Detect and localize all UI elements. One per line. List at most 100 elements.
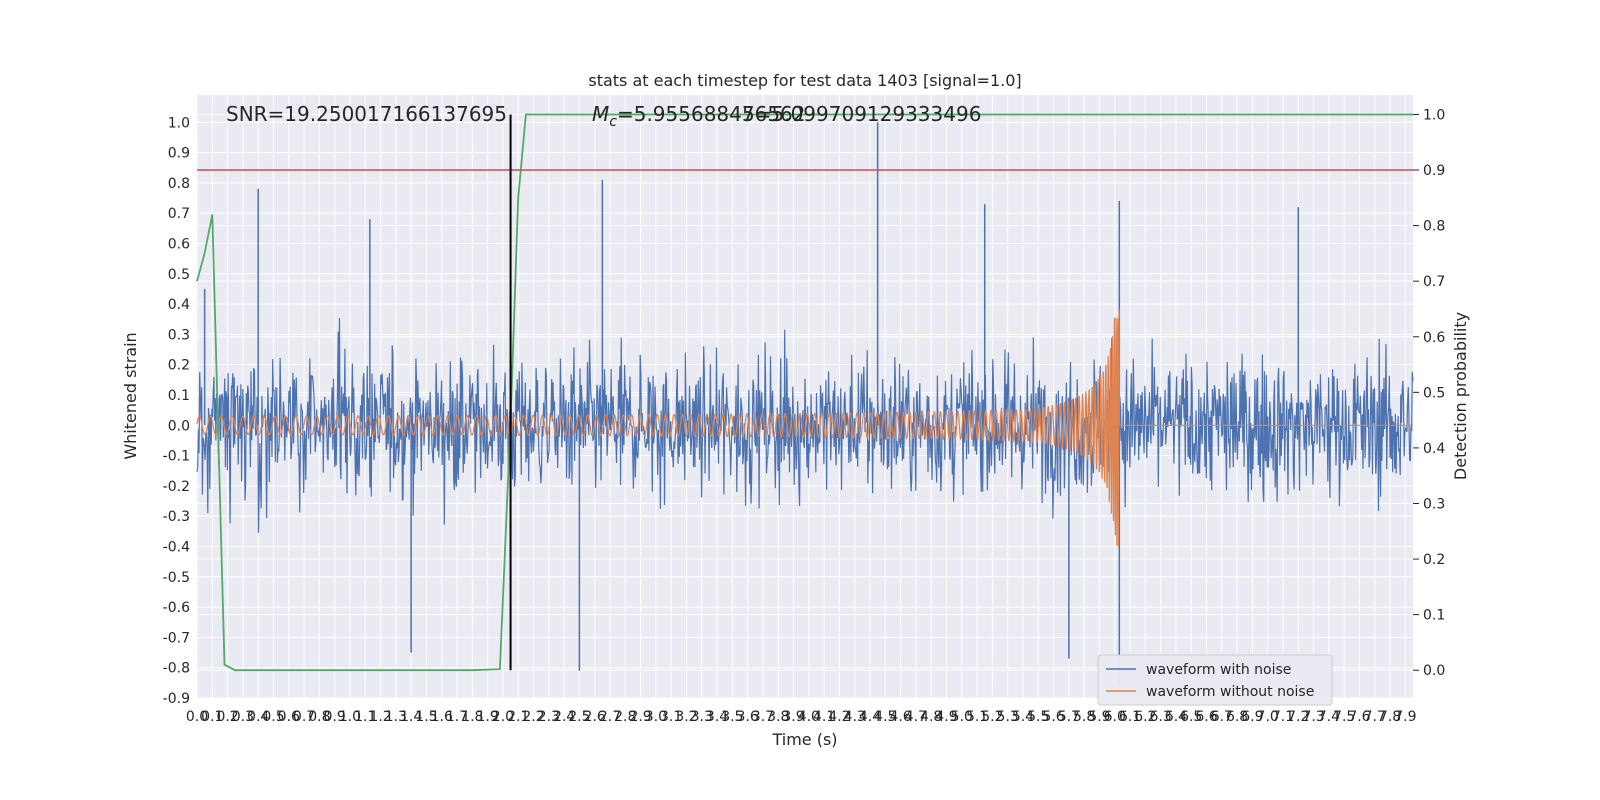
- x-tick-label: 2.0: [492, 709, 514, 725]
- x-tick-label: 1.2: [369, 709, 391, 725]
- y-tick-label: -0.4: [163, 539, 190, 555]
- x-tick-label: 3.0: [645, 709, 667, 725]
- y-tick-label: -0.8: [163, 661, 190, 677]
- x-tick-label: 3.4: [706, 709, 728, 725]
- y-tick-label: 0.8: [168, 176, 190, 192]
- x-tick-label: 1.6: [431, 709, 453, 725]
- y2-tick-label: 1.0: [1423, 107, 1445, 123]
- y-tick-label: 0.3: [168, 327, 190, 343]
- x-tick-label: 0.8: [308, 709, 330, 725]
- x-tick-label: 6.2: [1134, 709, 1156, 725]
- x-tick-label: 0.5: [262, 709, 284, 725]
- x-tick-label: 0.6: [278, 709, 300, 725]
- y-tick-label: -0.6: [163, 600, 190, 616]
- y-tick-label: 0.7: [168, 206, 190, 222]
- x-tick-label: 7.6: [1348, 709, 1370, 725]
- x-tick-label: 1.7: [446, 709, 468, 725]
- x-tick-label: 7.7: [1364, 709, 1386, 725]
- y-tick-label: -0.1: [163, 449, 190, 465]
- x-tick-label: 5.1: [966, 709, 988, 725]
- x-tick-label: 7.0: [1257, 709, 1279, 725]
- x-tick-label: 4.3: [844, 709, 866, 725]
- x-tick-label: 6.9: [1241, 709, 1263, 725]
- y2-axis-label: Detection probability: [1451, 312, 1470, 480]
- x-tick-label: 2.9: [629, 709, 651, 725]
- y-tick-label: 0.1: [168, 388, 190, 404]
- x-tick-label: 0.4: [247, 709, 269, 725]
- y-tick-label: -0.2: [163, 479, 190, 495]
- x-tick-label: 7.3: [1302, 709, 1324, 725]
- x-tick-label: 6.4: [1165, 709, 1187, 725]
- y2-tick-label: 0.7: [1423, 274, 1445, 290]
- y-tick-label: 1.0: [168, 115, 190, 131]
- x-tick-label: 1.8: [461, 709, 483, 725]
- x-tick-label: 4.7: [905, 709, 927, 725]
- x-tick-label: 6.5: [1180, 709, 1202, 725]
- x-tick-label: 2.8: [614, 709, 636, 725]
- x-tick-label: 2.1: [507, 709, 529, 725]
- series-waveform-without-noise: [196, 309, 1413, 547]
- legend: waveform with noise waveform without noi…: [1097, 654, 1333, 706]
- x-tick-label: 1.9: [476, 709, 498, 725]
- x-tick-label: 0.3: [232, 709, 254, 725]
- x-tick-label: 5.6: [1042, 709, 1064, 725]
- x-tick-label: 7.9: [1394, 709, 1416, 725]
- x-tick-label: 1.3: [385, 709, 407, 725]
- x-tick-label: 0.7: [293, 709, 315, 725]
- noise-trace: [196, 317, 1414, 533]
- y-tick-label: -0.9: [163, 691, 190, 707]
- series-waveform-with-noise: [196, 122, 1414, 683]
- y2-tick-label: 0.0: [1423, 663, 1445, 679]
- series-detection-probability: [196, 113, 1413, 672]
- x-tick-label: 3.8: [767, 709, 789, 725]
- x-tick-label: 1.5: [415, 709, 437, 725]
- x-tick-label: 2.7: [599, 709, 621, 725]
- x-tick-label: 0.2: [216, 709, 238, 725]
- probability-line: [196, 113, 1413, 672]
- x-tick-label: 5.8: [1073, 709, 1095, 725]
- y2-tick-label: 0.4: [1423, 441, 1445, 457]
- x-tick-label: 7.8: [1379, 709, 1401, 725]
- y-tick-label: 0.2: [168, 358, 190, 374]
- x-tick-label: 0.0: [186, 709, 208, 725]
- x-tick-label: 1.0: [339, 709, 361, 725]
- mc-subscript: c: [609, 114, 617, 130]
- x-tick-label: 0.9: [324, 709, 346, 725]
- x-tick-label: 7.4: [1318, 709, 1340, 725]
- y-tick-label: -0.3: [163, 509, 190, 525]
- x-tick-label: 6.6: [1195, 709, 1217, 725]
- x-tick-label: 4.4: [859, 709, 881, 725]
- snr-annotation: SNR=19.250017166137695: [226, 102, 507, 126]
- y-tick-label: -0.5: [163, 570, 190, 586]
- x-tick-label: 2.3: [538, 709, 560, 725]
- x-tick-label: 1.1: [354, 709, 376, 725]
- y-tick-label: 0.5: [168, 267, 190, 283]
- y-axis-label: Whitened strain: [121, 332, 140, 459]
- mc-value: =5.955688476562: [617, 102, 806, 126]
- chart-title: stats at each timestep for test data 140…: [588, 71, 1021, 90]
- x-tick-label: 5.3: [997, 709, 1019, 725]
- overlays: [197, 114, 1413, 671]
- legend-label-noise: waveform with noise: [1146, 662, 1291, 678]
- x-tick-label: 5.7: [1058, 709, 1080, 725]
- overlap-annotation: 5=5.099709129333496: [742, 102, 981, 126]
- x-tick-label: 4.5: [874, 709, 896, 725]
- y-tick-label: 0.4: [168, 297, 190, 313]
- x-tick-labels: 0.00.10.20.30.40.50.60.70.80.91.01.11.21…: [186, 709, 1417, 725]
- x-axis-label: Time (s): [771, 730, 837, 749]
- x-tick-label: 6.8: [1226, 709, 1248, 725]
- x-tick-label: 6.0: [1104, 709, 1126, 725]
- y-tick-label: -0.7: [163, 630, 190, 646]
- x-tick-label: 3.6: [737, 709, 759, 725]
- x-tick-label: 5.4: [1012, 709, 1034, 725]
- y2-tick-label: 0.9: [1423, 163, 1445, 179]
- y-tick-labels: 1.0 0.9 0.8 0.7 0.6 0.5 0.4 0.3 0.2 0.1 0.0 -0.1 -0.…: [163, 115, 190, 707]
- y2-tick-label: 0.5: [1423, 385, 1445, 401]
- x-tick-label: 1.4: [400, 709, 422, 725]
- x-tick-label: 2.6: [584, 709, 606, 725]
- x-tick-label: 2.5: [568, 709, 590, 725]
- x-tick-label: 4.0: [798, 709, 820, 725]
- x-tick-label: 6.7: [1211, 709, 1233, 725]
- y2-tick-label: 0.2: [1423, 552, 1445, 568]
